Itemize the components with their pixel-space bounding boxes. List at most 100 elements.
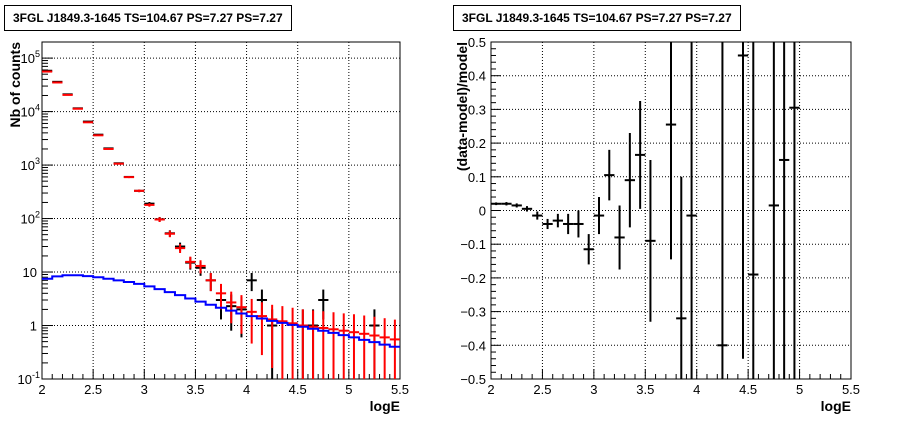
data-point <box>348 314 360 379</box>
data-point <box>511 203 522 208</box>
y-tick-label: 10 <box>23 265 37 280</box>
y-axis-label: (data-model)/model <box>454 42 470 171</box>
data-point <box>573 210 584 238</box>
x-tick-label: 3.5 <box>186 382 204 397</box>
data-point <box>174 244 186 253</box>
data-point <box>144 203 155 207</box>
data-point <box>123 176 135 179</box>
x-tick-label: 5.5 <box>842 382 860 397</box>
data-point <box>215 283 227 310</box>
data-point <box>665 42 677 260</box>
data-point <box>267 304 278 369</box>
x-tick-label: 5.5 <box>391 382 409 397</box>
data-point <box>205 272 216 292</box>
series-group <box>42 69 400 379</box>
data-point <box>307 310 319 379</box>
data-point <box>226 291 237 324</box>
data-point <box>717 42 728 379</box>
y-tick-label: 103 <box>21 156 40 173</box>
right-chart-panel: 3FGL J1849.3-1645 TS=104.67 PS=7.27 PS=7… <box>449 0 898 421</box>
x-tick-label: 3 <box>141 382 148 397</box>
data-point <box>532 211 543 220</box>
data-point <box>676 176 687 379</box>
data-point <box>277 306 288 379</box>
data-point <box>521 206 533 212</box>
y-tick-label: 1 <box>30 319 37 334</box>
residuals-chart: 2 2.5 3 3.5 4 4.5 5 5.5 −0.5 −0.4 −0.3 −0.2 −0.1 0 0.1… <box>454 35 860 414</box>
y-tick-label: 0.5 <box>468 35 486 50</box>
data-point <box>154 217 165 222</box>
x-axis-label: logE <box>370 398 400 414</box>
x-tick-label: 5 <box>345 382 352 397</box>
data-point <box>82 121 94 124</box>
x-tick-label: 4.5 <box>289 382 307 397</box>
data-point <box>789 42 800 379</box>
y-tick-label: −0.2 <box>460 271 486 286</box>
y-tick-label: 0.4 <box>468 69 486 84</box>
data-point <box>491 202 502 206</box>
data-point <box>359 315 370 379</box>
data-point <box>379 318 390 379</box>
data-point <box>779 42 790 379</box>
data-point <box>287 307 298 379</box>
x-tick-label: 4 <box>693 382 700 397</box>
data-point <box>686 42 697 379</box>
data-point <box>501 202 512 206</box>
chart-title: 3FGL J1849.3-1645 TS=104.67 PS=7.27 PS=7… <box>4 5 292 31</box>
y-tick-label: 0.3 <box>468 102 486 117</box>
x-tick-label: 2.5 <box>84 382 102 397</box>
data-point <box>164 230 175 238</box>
x-tick-label: 3.5 <box>636 382 654 397</box>
model-line <box>42 274 400 348</box>
x-tick-label: 2 <box>487 382 494 397</box>
series-group <box>491 42 800 379</box>
data-point <box>583 234 594 265</box>
data-point <box>768 42 779 379</box>
chart-title: 3FGL J1849.3-1645 TS=104.67 PS=7.27 PS=7… <box>453 5 741 31</box>
data-point <box>737 42 749 359</box>
data-point <box>552 213 563 228</box>
y-tick-label: 105 <box>21 49 40 66</box>
data-point <box>103 147 114 150</box>
data-point <box>614 205 625 270</box>
y-tick-label: 104 <box>21 103 40 120</box>
data-point <box>624 132 635 228</box>
y-tick-label: 0 <box>479 204 486 219</box>
left-chart-panel: 3FGL J1849.3-1645 TS=104.67 PS=7.27 PS=7… <box>4 5 409 414</box>
y-tick-label: 0.2 <box>468 136 486 151</box>
plot-frame <box>41 41 401 380</box>
x-tick-label: 4.5 <box>739 382 757 397</box>
y-axis-label: Nb of counts <box>7 42 23 128</box>
data-point <box>93 134 104 137</box>
data-point <box>246 298 257 344</box>
x-tick-label: 2.5 <box>533 382 551 397</box>
data-point <box>604 149 615 201</box>
x-axis-label: logE <box>821 398 851 414</box>
data-point <box>542 218 553 230</box>
data-point <box>318 311 329 379</box>
y-tick-label: 0.1 <box>468 170 486 185</box>
data-point <box>369 316 380 379</box>
x-tick-label: 2 <box>38 382 45 397</box>
x-tick-label: 3 <box>590 382 597 397</box>
data-point <box>256 302 268 356</box>
data-point <box>195 260 206 274</box>
y-tick-label: −0.1 <box>460 237 486 252</box>
y-tick-label: 10-1 <box>18 370 40 387</box>
data-point <box>563 213 574 235</box>
data-point <box>635 100 646 209</box>
data-point <box>328 312 339 379</box>
data-point <box>113 162 124 165</box>
data-point <box>645 159 656 322</box>
y-tick-label: 102 <box>21 210 40 227</box>
data-point <box>297 309 308 379</box>
counts-spectrum-chart: 2 2.5 3 3.5 4 4.5 5 5.5 10-1 1 10 102 103 104 105 logE N… <box>7 41 409 414</box>
data-point <box>748 42 759 379</box>
x-tick-label: 5 <box>796 382 803 397</box>
data-point <box>134 189 145 193</box>
data-point <box>389 319 400 379</box>
y-tick-label: −0.5 <box>460 372 486 387</box>
x-tick-label: 4 <box>243 382 250 397</box>
data-point <box>246 272 257 292</box>
data-point <box>185 256 196 269</box>
